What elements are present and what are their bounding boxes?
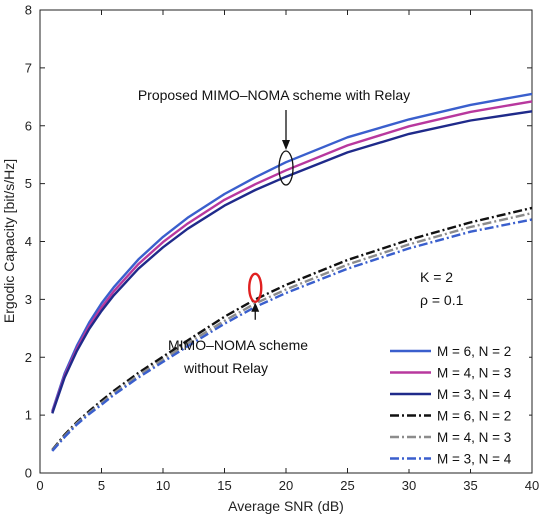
param-text: K = 2 — [420, 269, 453, 285]
series-line-4 — [51, 206, 533, 451]
legend-label-4: M = 6, N = 2 — [437, 409, 511, 424]
annotation-relay-text: Proposed MIMO–NOMA scheme with Relay — [138, 87, 410, 103]
series-line-3 — [51, 110, 533, 414]
y-axis-label: Ergodic Capacity [bit/s/Hz] — [1, 159, 17, 323]
legend-label-2: M = 4, N = 3 — [437, 366, 511, 381]
y-tick-label: 7 — [25, 60, 32, 75]
x-tick-label: 15 — [217, 478, 231, 493]
x-tick-label: 40 — [525, 478, 539, 493]
legend-label-3: M = 3, N = 4 — [437, 387, 512, 402]
series-lines — [51, 92, 533, 452]
param-text: ρ = 0.1 — [420, 292, 464, 308]
x-axis-label: Average SNR (dB) — [228, 498, 344, 514]
annotation-arrowhead-norelay — [251, 302, 260, 312]
annotation-ellipse-relay — [278, 150, 294, 186]
x-tick-label: 10 — [156, 478, 170, 493]
annotations: Proposed MIMO–NOMA scheme with Relay MIMO… — [138, 87, 464, 376]
y-tick-label: 6 — [25, 118, 32, 133]
legend-label-5: M = 4, N = 3 — [437, 430, 511, 445]
annotation-norelay-line2: without Relay — [183, 360, 268, 376]
series-line-1 — [51, 92, 533, 412]
series-line-2 — [51, 100, 533, 413]
y-tick-label: 3 — [25, 292, 32, 307]
legend: M = 6, N = 2 M = 4, N = 3 M = 3, N = 4 M = … — [383, 339, 529, 469]
y-tick-label: 0 — [25, 466, 32, 481]
x-tick-label: 35 — [463, 478, 477, 493]
x-tick-label: 0 — [36, 478, 43, 493]
series-line-5 — [51, 211, 533, 452]
y-tick-label: 2 — [25, 350, 32, 365]
y-tick-label: 5 — [25, 176, 32, 191]
annotation-ellipse-norelay — [248, 272, 263, 303]
y-tick-label: 8 — [25, 3, 32, 18]
annotation-arrowhead-relay — [282, 139, 290, 150]
series-line-6 — [51, 218, 533, 452]
y-tick-label: 1 — [25, 408, 32, 423]
annotation-norelay-line1: MIMO–NOMA scheme — [168, 337, 308, 353]
x-tick-label: 5 — [98, 478, 105, 493]
legend-box — [383, 339, 529, 469]
axis-ticks: 0 5 10 15 20 25 30 35 40 0 1 2 3 4 5 6 7 8 — [25, 3, 539, 494]
x-tick-label: 30 — [402, 478, 416, 493]
legend-label-1: M = 6, N = 2 — [437, 344, 511, 359]
y-tick-label: 4 — [25, 234, 32, 249]
x-tick-label: 20 — [279, 478, 293, 493]
legend-label-6: M = 3, N = 4 — [437, 452, 512, 467]
x-tick-label: 25 — [340, 478, 354, 493]
